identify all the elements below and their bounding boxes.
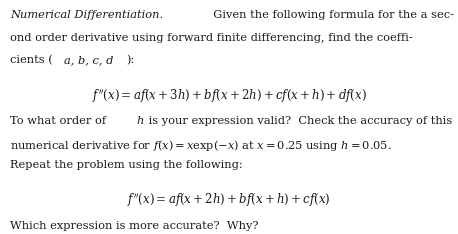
Text: Given the following formula for the a sec-: Given the following formula for the a se…: [206, 10, 454, 20]
Text: cients (: cients (: [10, 55, 53, 65]
Text: a, b, c, d: a, b, c, d: [64, 55, 114, 65]
Text: $f^{\prime\prime}(x) = af(x+2h) + bf(x+h) + cf(x)$: $f^{\prime\prime}(x) = af(x+2h) + bf(x+h…: [127, 191, 331, 209]
Text: ):: ):: [126, 55, 135, 65]
Text: Which expression is more accurate?  Why?: Which expression is more accurate? Why?: [10, 221, 258, 231]
Text: ond order derivative using forward finite differencing, find the coeffi-: ond order derivative using forward finit…: [10, 33, 413, 43]
Text: $f^{\prime\prime}(x) = af(x+3h) + bf(x+2h) + cf(x+h) + df(x)$: $f^{\prime\prime}(x) = af(x+3h) + bf(x+2…: [92, 87, 366, 105]
Text: Repeat the problem using the following:: Repeat the problem using the following:: [10, 160, 243, 170]
Text: Numerical Differentiation.: Numerical Differentiation.: [10, 10, 163, 20]
Text: is your expression valid?  Check the accuracy of this: is your expression valid? Check the accu…: [146, 116, 453, 126]
Text: h: h: [136, 116, 143, 126]
Text: To what order of: To what order of: [10, 116, 110, 126]
Text: numerical derivative for $f(x) = x\exp(-x)$ at $x = 0.25$ using $h = 0.05$.: numerical derivative for $f(x) = x\exp(-…: [10, 138, 392, 153]
